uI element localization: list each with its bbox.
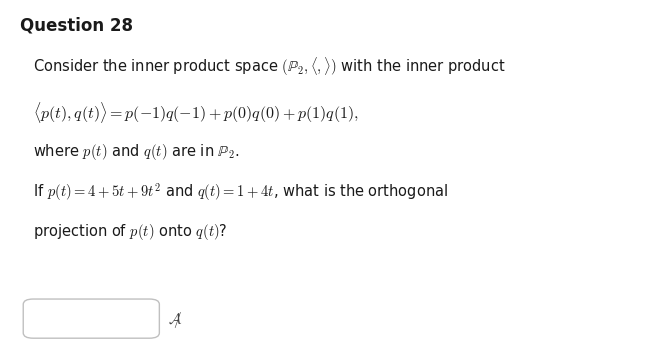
Text: $\langle p(t), q(t)\rangle = p(-1)q(-1) + p(0)q(0) + p(1)q(1),$: $\langle p(t), q(t)\rangle = p(-1)q(-1) …: [33, 100, 359, 125]
Text: Question 28: Question 28: [20, 16, 133, 34]
Text: where $p(t)$ and $q(t)$ are in $\mathbb{P}_2$.: where $p(t)$ and $q(t)$ are in $\mathbb{…: [33, 142, 239, 162]
Text: projection of $p(t)$ onto $q(t)$?: projection of $p(t)$ onto $q(t)$?: [33, 222, 228, 242]
Text: If $p(t) = 4 + 5t + 9t^2$ and $q(t) = 1 + 4t$, what is the orthogonal: If $p(t) = 4 + 5t + 9t^2$ and $q(t) = 1 …: [33, 182, 448, 203]
FancyBboxPatch shape: [23, 299, 159, 338]
Text: $\mathcal{A}\!\!\!/\,$: $\mathcal{A}\!\!\!/\,$: [168, 310, 182, 330]
Text: Consider the inner product space $(\mathbb{P}_2, \langle,\rangle)$ with the inne: Consider the inner product space $(\math…: [33, 55, 506, 78]
